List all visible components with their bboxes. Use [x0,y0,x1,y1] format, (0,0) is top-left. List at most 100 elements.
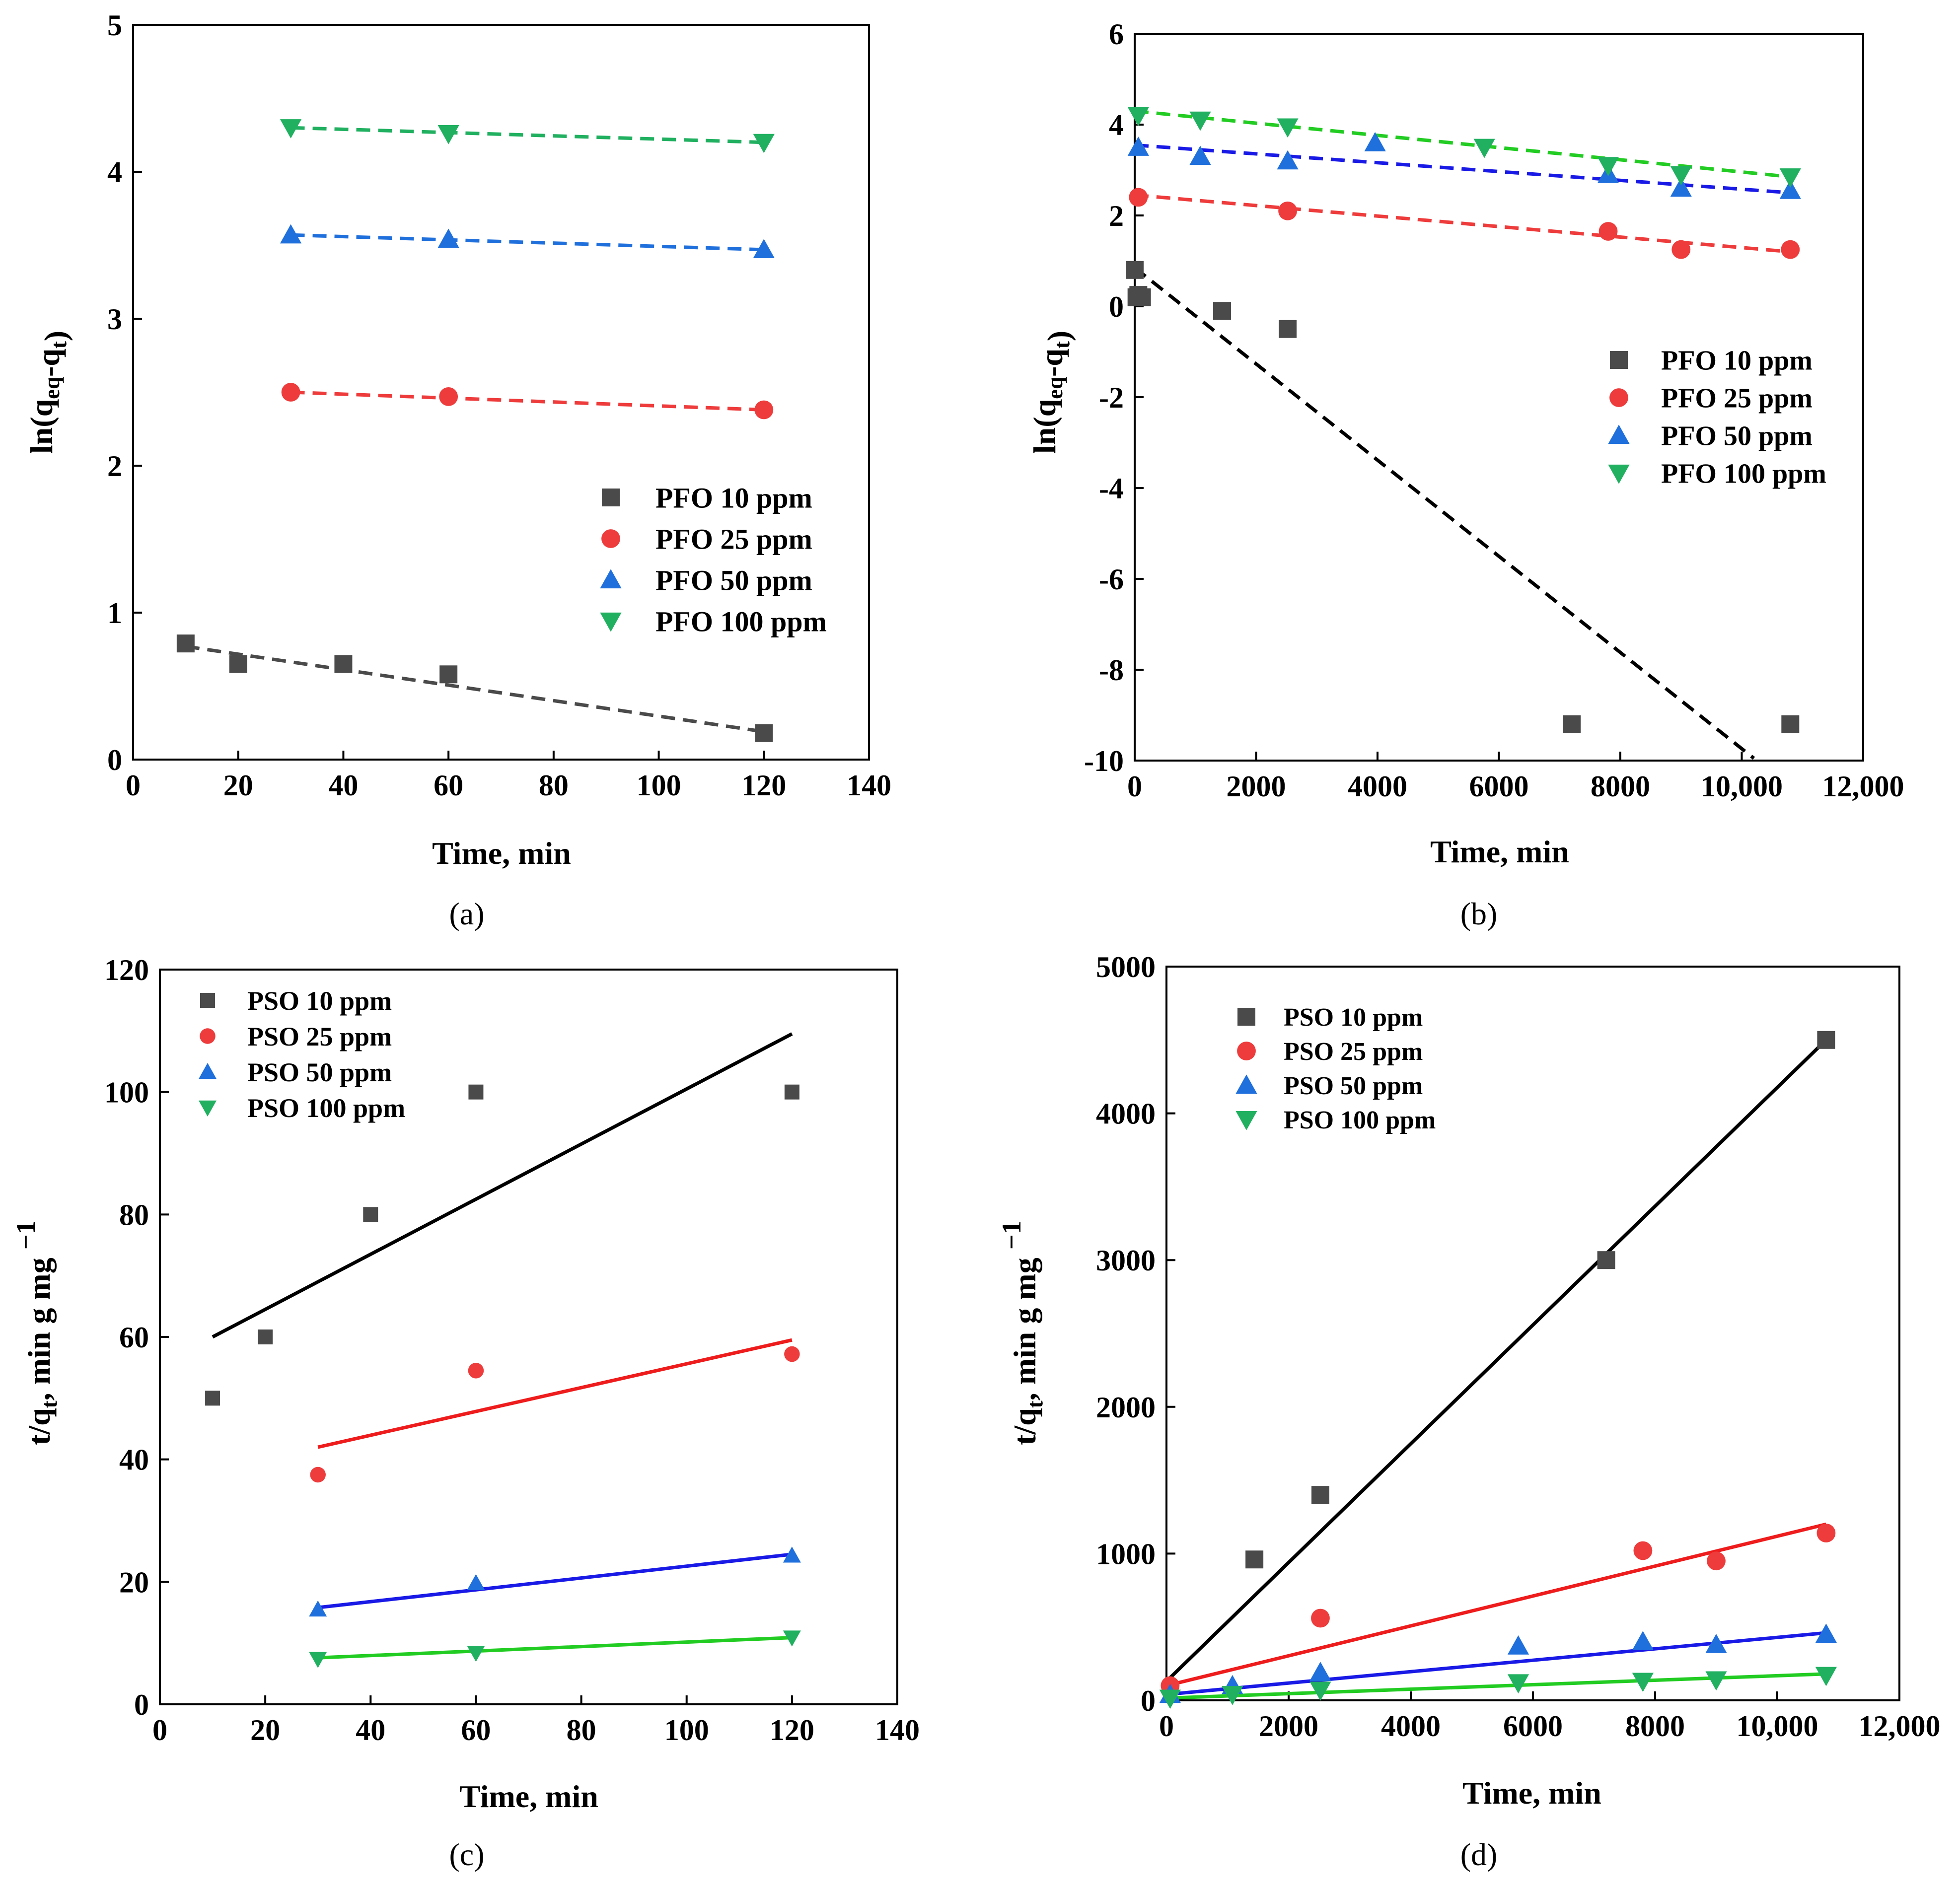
legend-label: PFO 100 ppm [655,605,827,637]
y-axis-title: ln(qeq-qt) [1027,331,1076,454]
data-point [1309,1681,1331,1701]
data-point [1278,201,1297,220]
y-tick-label: 100 [104,1076,149,1109]
data-point [1632,1673,1654,1692]
data-point [439,665,458,684]
data-point [1189,145,1211,165]
x-tick-label: 8000 [1625,1710,1685,1743]
legend-marker [200,1028,216,1044]
data-point [783,1546,801,1563]
y-tick-label: -2 [1099,381,1124,414]
y-tick-label: 2000 [1096,1391,1156,1424]
panel-c: 0 20 40 60 80 100 120 140 0 20 40 60 80 100 120 Time, m… [11,954,920,1872]
legend-marker [199,1100,217,1117]
legend-marker [1235,1074,1257,1094]
legend: PSO 10 ppm PSO 25 ppm PSO 50 ppm PSO 100 pp… [199,986,405,1123]
legend-marker [1609,388,1628,407]
data-point [1671,240,1691,259]
data-point [1189,111,1211,131]
y-axis-title: t/qt, min g mg −1 [11,1221,62,1445]
data-point [1311,1609,1330,1628]
y-tick-label: 3 [107,303,122,336]
fit-line-pso-25-ppm [1166,1522,1827,1687]
legend-marker [600,612,622,632]
legend-marker [600,569,622,589]
y-tick-label: -8 [1099,654,1124,687]
data-point [1245,1550,1264,1569]
y-tick-label: -10 [1084,745,1124,777]
series-pso-10-ppm [205,1084,799,1406]
legend-label: PSO 10 ppm [1284,1003,1423,1032]
data-point [1309,1662,1331,1681]
y-tick-label: 4 [107,156,122,189]
x-tick-label: 0 [1159,1710,1174,1743]
legend-label: PFO 25 ppm [655,523,812,555]
data-point [437,228,459,248]
data-point [1127,107,1149,127]
fit-line-pso-50-ppm [317,1552,793,1609]
x-tick-label: 2000 [1259,1710,1318,1743]
legend: PFO 10 ppm PFO 25 ppm PFO 50 ppm PFO 100 pp… [600,482,827,637]
x-tick-label: 20 [223,769,253,802]
x-tick-label: 6000 [1469,770,1529,803]
x-tick-label: 0 [126,769,141,802]
data-point [1670,177,1692,197]
fit-line-pfo-100-ppm [290,126,764,144]
data-point [309,1652,327,1668]
x-tick-label: 20 [250,1714,280,1747]
series-pso-100-ppm [1159,1667,1837,1709]
series-pso-100-ppm [309,1630,801,1668]
x-tick-label: 40 [328,769,358,802]
x-tick-label: 100 [664,1714,709,1747]
panel-label: (c) [449,1837,484,1872]
data-point [363,1207,378,1222]
data-point [783,1630,801,1647]
x-tick-label: 120 [770,1714,814,1747]
x-tick-label: 8000 [1591,770,1650,803]
x-tick-label: 10,000 [1701,770,1783,803]
y-tick-label: -6 [1099,563,1124,596]
data-point [205,1391,220,1406]
legend-marker [1235,1111,1257,1130]
panel-a: 0 20 40 60 80 100 120 140 0 1 2 3 4 5 Time, min ln(qeq-… [24,9,891,931]
x-tick-label: 0 [152,1714,167,1747]
series-pso-50-ppm [309,1546,801,1617]
x-tick-label: 2000 [1227,770,1286,803]
panel-d: 0 2000 4000 6000 8000 10,000 12,000 0 1000 2000 30… [997,951,1941,1872]
data-point [1781,715,1800,733]
data-point [1597,157,1619,176]
panel-b: 0 2000 4000 6000 8000 10,000 12,000 -10 -8 -6 -4 -2… [1027,18,1904,931]
data-point [437,125,459,144]
data-point [1279,320,1297,338]
legend-label: PSO 100 ppm [247,1093,405,1123]
legend-marker [1237,1008,1255,1026]
data-point [468,1363,484,1379]
data-point [467,1646,485,1662]
data-point [1597,1251,1615,1269]
panel-label: (d) [1460,1837,1498,1872]
x-tick-label: 60 [434,769,463,802]
data-point [754,400,774,420]
legend-marker [200,993,215,1008]
y-axis-title: t/qt, min g mg −1 [997,1221,1047,1445]
data-point [755,724,773,742]
legend-label: PSO 25 ppm [1284,1038,1423,1066]
series-pfo-25-ppm [281,383,774,420]
data-point [1632,1631,1654,1650]
panel-label: (a) [449,896,484,931]
legend-marker [601,529,620,548]
series-pfo-10-ppm [176,634,773,742]
data-point [1779,168,1801,188]
y-tick-label: 4000 [1096,1098,1156,1130]
y-tick-label: 0 [1109,290,1124,323]
data-point [1816,1524,1836,1542]
data-point [468,1084,484,1100]
data-point [1779,180,1801,199]
y-tick-label: 60 [119,1321,149,1354]
legend-marker [199,1063,217,1079]
legend-marker [1237,1042,1256,1060]
x-tick-label: 4000 [1348,770,1407,803]
y-tick-label: 1 [107,597,122,630]
data-point [1670,166,1692,186]
